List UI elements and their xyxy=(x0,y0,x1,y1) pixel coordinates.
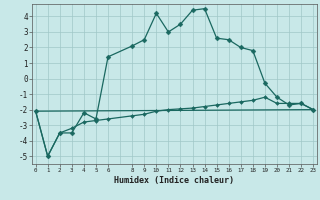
X-axis label: Humidex (Indice chaleur): Humidex (Indice chaleur) xyxy=(115,176,234,185)
